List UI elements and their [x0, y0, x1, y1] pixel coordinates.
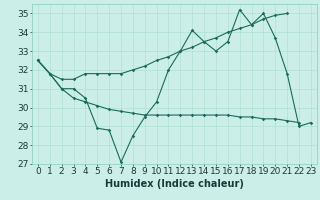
- X-axis label: Humidex (Indice chaleur): Humidex (Indice chaleur): [105, 179, 244, 189]
